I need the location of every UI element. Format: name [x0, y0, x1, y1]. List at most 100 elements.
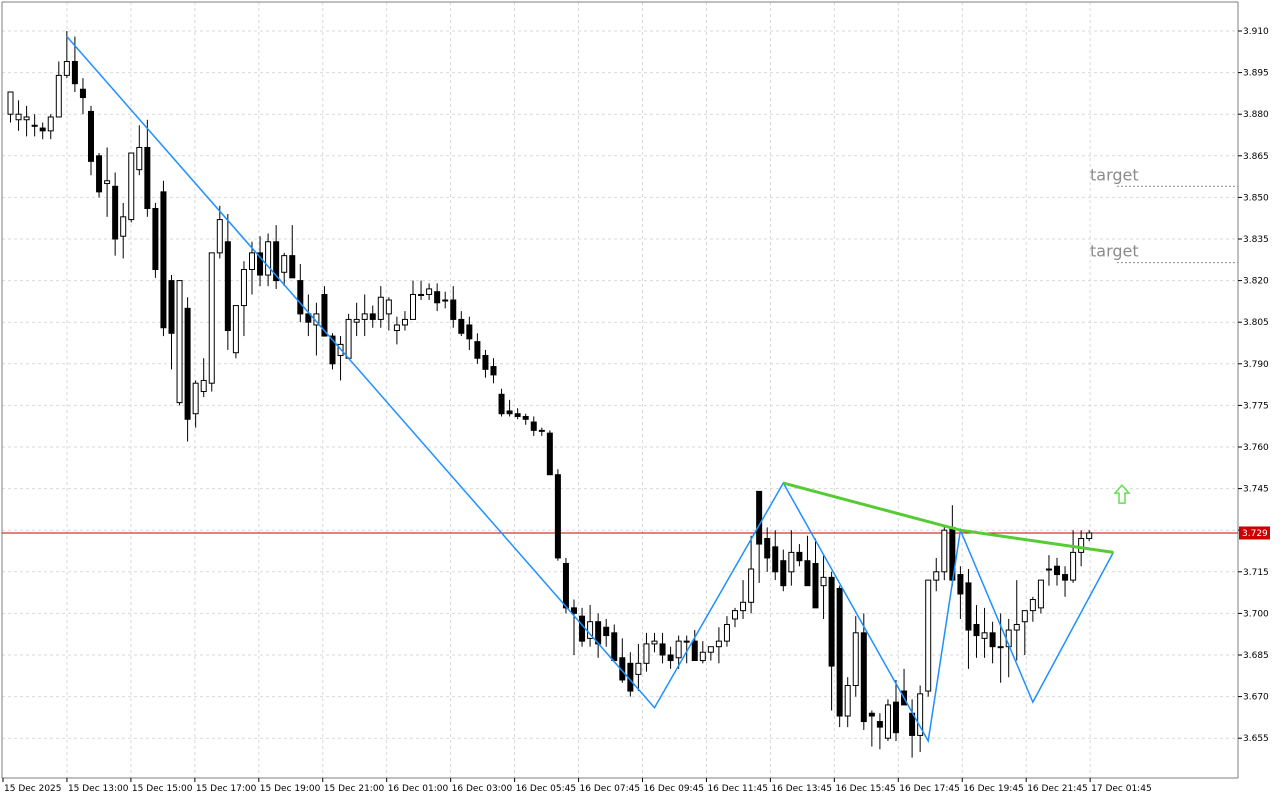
- bear-candle: [571, 607, 577, 614]
- bull-candle: [917, 693, 924, 736]
- bear-candle: [868, 712, 875, 717]
- bull-candle: [208, 252, 215, 384]
- bear-candle: [144, 146, 151, 209]
- x-tick-label: 16 Dec 21:45: [1027, 784, 1088, 794]
- neckline: [782, 481, 1114, 554]
- bear-candle: [514, 413, 521, 417]
- target-levels: target target: [1090, 165, 1238, 264]
- x-tick-label: 16 Dec 17:45: [899, 784, 960, 794]
- bull-candle: [651, 640, 658, 645]
- x-tick-label: 15 Dec 15:00: [132, 784, 193, 794]
- target-label: target: [1090, 165, 1139, 184]
- bull-candle: [683, 640, 690, 643]
- bull-candle: [128, 152, 135, 221]
- bull-candle: [23, 116, 30, 121]
- bear-candle: [1062, 574, 1069, 581]
- y-tick-label: 3.685: [1243, 651, 1269, 661]
- current-price-tag: 3.729: [1239, 526, 1270, 540]
- bear-candle: [965, 582, 972, 631]
- bull-candle: [981, 632, 988, 639]
- bull-candle: [176, 280, 183, 404]
- bear-candle: [321, 293, 328, 337]
- bear-candle: [579, 615, 586, 642]
- bear-candle: [756, 490, 763, 545]
- bull-candle: [820, 576, 827, 587]
- y-tick-label: 3.835: [1243, 235, 1269, 245]
- bull-candle: [788, 551, 795, 573]
- bull-candle: [587, 621, 594, 639]
- bear-candle: [804, 560, 811, 587]
- bull-candle: [345, 318, 352, 359]
- bear-candle: [79, 88, 86, 99]
- bear-candle: [498, 393, 505, 415]
- bear-candle: [893, 701, 899, 734]
- bear-candle: [957, 574, 964, 595]
- bear-candle: [289, 255, 296, 279]
- bull-candle: [55, 74, 62, 118]
- bear-candle: [876, 721, 883, 728]
- bear-candle: [659, 643, 666, 656]
- y-tick-label: 3.805: [1243, 318, 1269, 328]
- bull-candle: [385, 299, 392, 315]
- bear-candle: [434, 291, 441, 304]
- bull-candle: [852, 632, 859, 687]
- x-tick-label: 15 Dec 19:00: [260, 784, 321, 794]
- x-tick-label: 16 Dec 03:00: [452, 784, 513, 794]
- bear-candle: [1054, 565, 1060, 576]
- bear-candle: [450, 299, 457, 320]
- grid-lines: [2, 2, 1238, 778]
- x-tick-label: 15 Dec 2025: [4, 784, 62, 794]
- y-tick-label: 3.775: [1243, 401, 1269, 411]
- x-tick-label: 16 Dec 01:00: [388, 784, 449, 794]
- bear-candle: [973, 623, 980, 637]
- bull-candle: [933, 571, 940, 581]
- bull-candle: [699, 651, 706, 662]
- bear-candle: [546, 432, 553, 476]
- bear-candle: [96, 155, 103, 193]
- bear-candle: [772, 546, 779, 573]
- bull-candle: [1029, 599, 1036, 612]
- current-price-label: 3.729: [1242, 529, 1268, 539]
- bull-candle: [1037, 579, 1044, 609]
- bear-candle: [490, 366, 497, 376]
- bull-candle: [1013, 623, 1020, 631]
- x-tick-label: 15 Dec 13:00: [68, 784, 129, 794]
- bear-candle: [562, 562, 569, 609]
- bear-candle: [522, 415, 529, 420]
- bull-candle: [418, 293, 425, 296]
- bull-candle: [884, 704, 891, 739]
- x-tick-label: 15 Dec 21:00: [324, 784, 385, 794]
- bear-candle: [184, 307, 191, 420]
- bull-candle: [136, 146, 143, 171]
- bull-candle: [941, 529, 948, 573]
- bull-candle: [740, 601, 747, 612]
- bull-candle: [361, 313, 368, 320]
- bull-candle: [675, 640, 682, 659]
- bear-candle: [603, 626, 610, 637]
- bull-candle: [353, 318, 360, 323]
- x-tick-label: 16 Dec 07:45: [580, 784, 641, 794]
- bull-candle: [63, 61, 70, 76]
- bear-candle: [836, 587, 843, 717]
- bear-candle: [764, 538, 771, 559]
- y-tick-label: 3.850: [1243, 193, 1269, 203]
- bull-candle: [723, 623, 730, 642]
- bull-candle: [707, 646, 714, 653]
- bull-candle: [377, 296, 384, 320]
- bear-candle: [152, 207, 159, 271]
- y-tick-label: 3.670: [1243, 693, 1269, 703]
- bear-candle: [554, 474, 561, 559]
- y-tick-label: 3.790: [1243, 360, 1269, 370]
- bull-candle: [1045, 568, 1052, 571]
- y-tick-label: 3.865: [1243, 152, 1269, 162]
- bear-candle: [466, 324, 473, 340]
- bear-candle: [691, 640, 698, 662]
- bear-candle: [71, 61, 78, 85]
- bull-candle: [844, 685, 851, 717]
- target-label: target: [1090, 242, 1139, 261]
- y-tick-label: 3.700: [1243, 609, 1269, 619]
- bull-candle: [281, 255, 288, 273]
- bear-candle: [88, 110, 94, 162]
